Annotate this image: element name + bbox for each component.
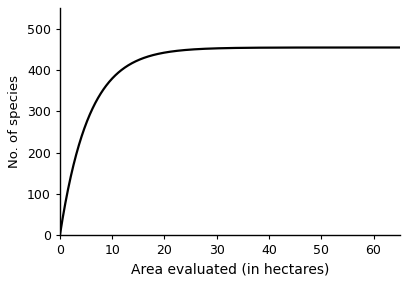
Y-axis label: No. of species: No. of species xyxy=(8,75,21,168)
X-axis label: Area evaluated (in hectares): Area evaluated (in hectares) xyxy=(131,263,329,277)
